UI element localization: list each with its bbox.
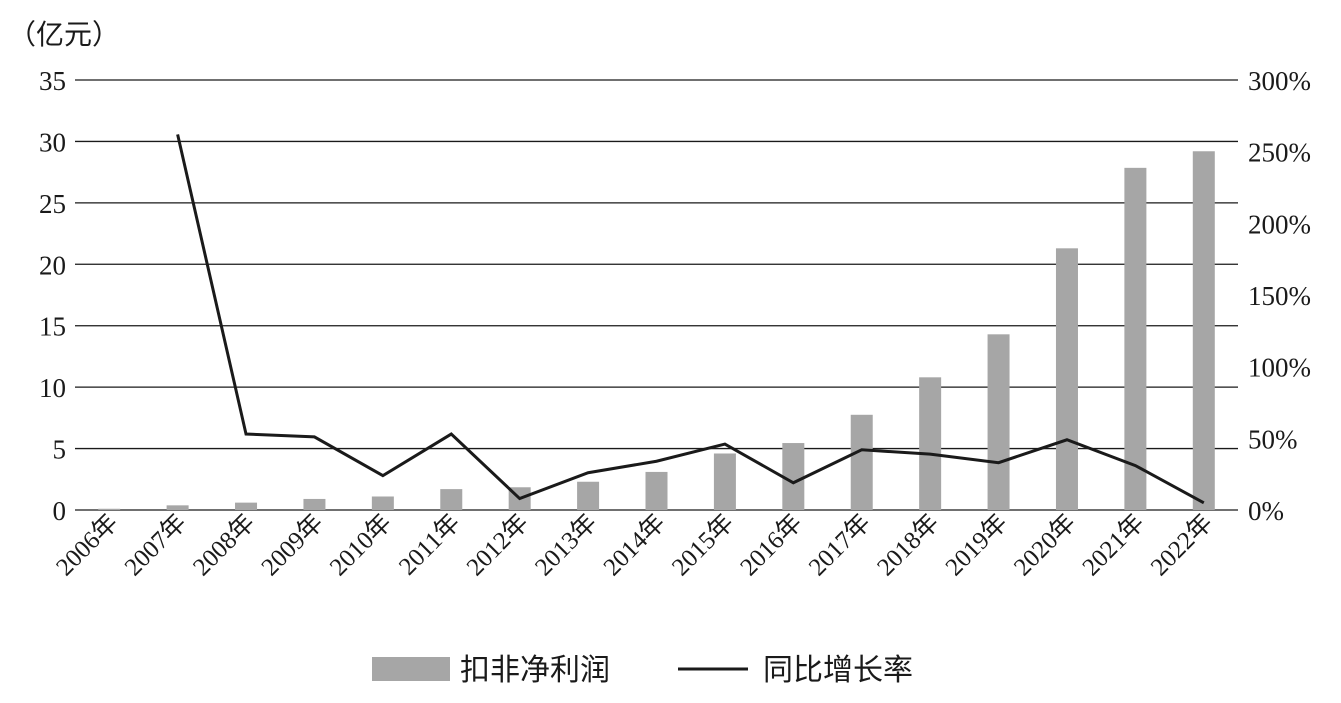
bar-1 [166, 505, 189, 510]
x-tick-8: 2014年 [598, 508, 671, 581]
x-tick-5: 2011年 [393, 508, 465, 580]
x-tick-14: 2020年 [1008, 508, 1081, 581]
y-right-tick-3: 150% [1248, 281, 1311, 311]
bar-15 [1124, 167, 1147, 511]
x-category-labels: 2006年2007年2008年2009年2010年2011年2012年2013年… [51, 508, 1218, 581]
y-left-unit-label: （亿元） [8, 19, 120, 51]
bar-2 [235, 502, 258, 510]
y-left-tick-2: 10 [39, 373, 66, 403]
y-right-tick-0: 0% [1248, 496, 1284, 526]
bar-10 [782, 443, 805, 510]
x-tick-9: 2015年 [666, 508, 739, 581]
y-left-tick-7: 35 [39, 66, 66, 96]
bar-4 [371, 496, 394, 510]
bar-12 [919, 377, 942, 510]
legend: 扣非净利润 同比增长率 [372, 653, 913, 688]
y-left-tick-labels: 0 5 10 15 20 25 30 35 [39, 66, 66, 526]
legend-label-line: 同比增长率 [763, 653, 913, 688]
x-tick-2: 2008年 [187, 508, 260, 581]
bar-series-extra-profit [98, 151, 1215, 511]
x-tick-6: 2012年 [461, 508, 534, 581]
x-tick-11: 2017年 [803, 508, 876, 581]
x-tick-13: 2019年 [940, 508, 1013, 581]
y-right-tick-labels: 0% 50% 100% 150% 200% 250% 300% [1248, 66, 1311, 526]
y-right-tick-6: 300% [1248, 66, 1311, 96]
x-tick-12: 2018年 [872, 508, 945, 581]
bar-0 [98, 508, 121, 510]
y-left-tick-1: 5 [53, 435, 67, 465]
y-right-tick-5: 250% [1248, 138, 1311, 168]
y-left-tick-6: 30 [39, 127, 66, 157]
line-series-growth-rate [176, 134, 1205, 505]
y-right-tick-2: 100% [1248, 353, 1311, 383]
x-tick-10: 2016年 [735, 508, 808, 581]
legend-label-bar: 扣非净利润 [460, 653, 610, 688]
bar-5 [440, 489, 463, 510]
bar-13 [987, 334, 1010, 510]
growth-rate-line [176, 134, 1205, 505]
x-tick-4: 2010年 [324, 508, 397, 581]
y-right-tick-1: 50% [1248, 424, 1298, 454]
legend-swatch-bar [372, 657, 450, 681]
y-right-tick-4: 200% [1248, 209, 1311, 239]
x-tick-3: 2009年 [256, 508, 329, 581]
bar-3 [303, 498, 326, 510]
bar-8 [645, 471, 668, 510]
bar-14 [1055, 248, 1078, 511]
grid-lines [75, 79, 1238, 511]
bar-9 [713, 453, 736, 510]
x-tick-1: 2007年 [119, 508, 192, 581]
bar-16 [1192, 151, 1215, 510]
bar-11 [850, 414, 873, 510]
y-left-tick-3: 15 [39, 312, 66, 342]
y-left-tick-0: 0 [53, 496, 67, 526]
x-tick-7: 2013年 [529, 508, 602, 581]
x-tick-15: 2021年 [1077, 508, 1150, 581]
x-tick-16: 2022年 [1145, 508, 1218, 581]
y-left-tick-4: 20 [39, 250, 66, 280]
bar-7 [577, 481, 600, 510]
y-left-tick-5: 25 [39, 189, 66, 219]
